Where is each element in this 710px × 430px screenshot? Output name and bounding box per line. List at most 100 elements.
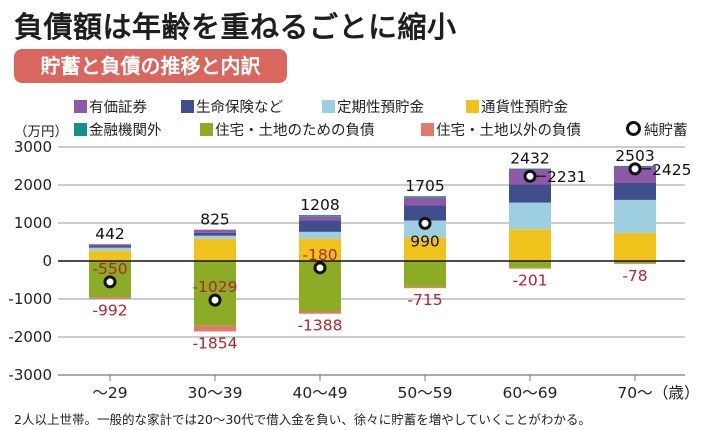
bar-segment-life_insurance	[404, 205, 446, 221]
bar-segment-securities	[194, 229, 236, 233]
legend-swatch-icon	[421, 123, 434, 136]
bar-segment-demand_deposit	[614, 232, 656, 261]
bar-segment-other_debt	[614, 263, 656, 265]
savings-total-label: 2503	[615, 147, 654, 165]
y-axis-unit: （万円）	[14, 124, 68, 140]
legend-row-2d: 純貯蓄	[626, 119, 688, 140]
x-tick-label: 70～	[617, 384, 652, 402]
net-savings-marker	[628, 162, 642, 176]
x-tick-label: 40～49	[293, 384, 348, 402]
x-tick-label: 50～59	[398, 384, 453, 402]
bar-segment-demand_deposit	[404, 237, 446, 261]
legend-swatch-icon	[74, 100, 87, 113]
debt-total-label: -715	[407, 291, 442, 309]
bar-segment-non_financial	[299, 215, 341, 217]
y-tick-label: 0	[42, 252, 52, 270]
data-labels: 442 -992 -550 825 -1854 -1029 1208 -1388 -180 170…	[92, 147, 691, 353]
bar-segment-housing_debt	[194, 261, 236, 326]
legend-row-1d: 通貨性預貯金	[466, 96, 568, 117]
bar-segment-demand_deposit	[89, 250, 131, 261]
legend-item-housing-debt: 住宅・土地のための負債	[200, 123, 375, 139]
legend-swatch-icon	[322, 100, 335, 113]
savings-total-label: 2432	[510, 150, 549, 168]
bar-segment-other_debt	[404, 286, 446, 289]
legend-swatch-icon	[181, 100, 194, 113]
debt-total-label: -992	[92, 302, 127, 320]
chart-subtitle: 貯蓄と負債の推移と内訳	[14, 49, 287, 83]
x-axis-unit: （歳）	[653, 384, 700, 402]
y-tick-label: -1000	[8, 290, 52, 308]
y-tick-label: -2000	[8, 328, 52, 346]
bar-segment-time_deposit	[509, 202, 551, 230]
bar-segment-other_debt	[509, 267, 551, 269]
bar-segment-demand_deposit	[194, 238, 236, 261]
legend-item-other-debt: 住宅・土地以外の負債	[421, 123, 581, 139]
legend-row-1c: 定期性預貯金	[322, 96, 424, 117]
net-savings-label: -550	[92, 260, 127, 278]
bar-segment-time_deposit	[89, 247, 131, 251]
bars	[89, 165, 656, 332]
x-tick-label: 60～69	[503, 384, 558, 402]
savings-total-label: 442	[95, 225, 125, 243]
net-savings-label: 2425	[652, 161, 691, 179]
bar-segment-securities	[89, 244, 131, 246]
bar-segment-time_deposit	[299, 231, 341, 239]
bar-segment-demand_deposit	[299, 238, 341, 261]
bar-segment-other_debt	[299, 311, 341, 314]
legend-swatch-icon	[200, 123, 213, 136]
savings-total-label: 1705	[405, 177, 444, 195]
legend-row-2b: 住宅・土地のための負債	[200, 119, 375, 140]
net-savings-marker	[208, 293, 222, 307]
ring-marker-icon	[626, 121, 641, 136]
savings-total-label: 825	[200, 211, 230, 229]
net-savings-marker	[103, 275, 117, 289]
net-savings-label: -180	[302, 246, 337, 264]
net-savings-label: -1029	[192, 278, 237, 296]
y-tick-label: -3000	[8, 366, 52, 384]
legend-item-net-savings: 純貯蓄	[626, 121, 688, 139]
x-tick-label: ～29	[92, 384, 127, 402]
bar-segment-time_deposit	[614, 199, 656, 233]
savings-total-label: 1208	[300, 196, 339, 214]
net-savings-marker	[418, 216, 432, 230]
bar-segment-life_insurance	[614, 182, 656, 200]
y-axis-labels: 3000 2000 1000 0 -1000 -2000 -3000	[8, 138, 52, 384]
bar-segment-securities	[404, 197, 446, 206]
x-tick-label: 30～39	[188, 384, 243, 402]
legend-item-non-financial: 金融機関外	[74, 123, 162, 139]
debt-total-label: -1854	[192, 334, 237, 352]
net-savings-label: 990	[410, 232, 440, 250]
legend-swatch-icon	[466, 100, 479, 113]
y-tick-label: 3000	[14, 138, 52, 156]
legend-item-securities: 有価証券	[74, 100, 147, 116]
bar-segment-non_financial	[509, 168, 551, 170]
bar-segment-life_insurance	[509, 184, 551, 203]
bar-segment-life_insurance	[299, 220, 341, 232]
bar-segment-demand_deposit	[509, 229, 551, 261]
y-tick-label: 2000	[14, 176, 52, 194]
net-savings-marker	[523, 169, 537, 183]
debt-total-label: -201	[512, 272, 547, 290]
legend-row-1: 有価証券	[74, 96, 147, 117]
bar-segment-housing_debt	[614, 261, 656, 264]
bar-segment-time_deposit	[194, 235, 236, 239]
net-savings-label: 2231	[547, 168, 586, 186]
bar-segment-life_insurance	[194, 232, 236, 236]
legend-row-1b: 生命保険など	[181, 96, 283, 117]
legend-swatch-icon	[74, 123, 87, 136]
bar-segment-housing_debt	[404, 261, 446, 287]
y-tick-label: 1000	[14, 214, 52, 232]
bar-segment-other_debt	[194, 325, 236, 332]
legend-item-life-insurance: 生命保険など	[181, 100, 283, 116]
debt-total-label: -78	[622, 267, 647, 285]
legend-row-2: 金融機関外	[74, 119, 162, 140]
net-savings-markers	[103, 162, 642, 307]
legend-item-time-deposit: 定期性預貯金	[322, 100, 424, 116]
footnote: 2人以上世帯。一般的な家計では20～30代で借入金を負い、徐々に貯蓄を増やしてい…	[14, 412, 591, 427]
page-title: 負債額は年齢を重ねるごとに縮小	[14, 10, 457, 44]
x-axis: ～29 30～39 40～49 50～59 60～69 70～	[58, 374, 685, 402]
legend-row-2c: 住宅・土地以外の負債	[421, 119, 581, 140]
bar-segment-securities	[299, 216, 341, 221]
net-savings-marker	[313, 261, 327, 275]
